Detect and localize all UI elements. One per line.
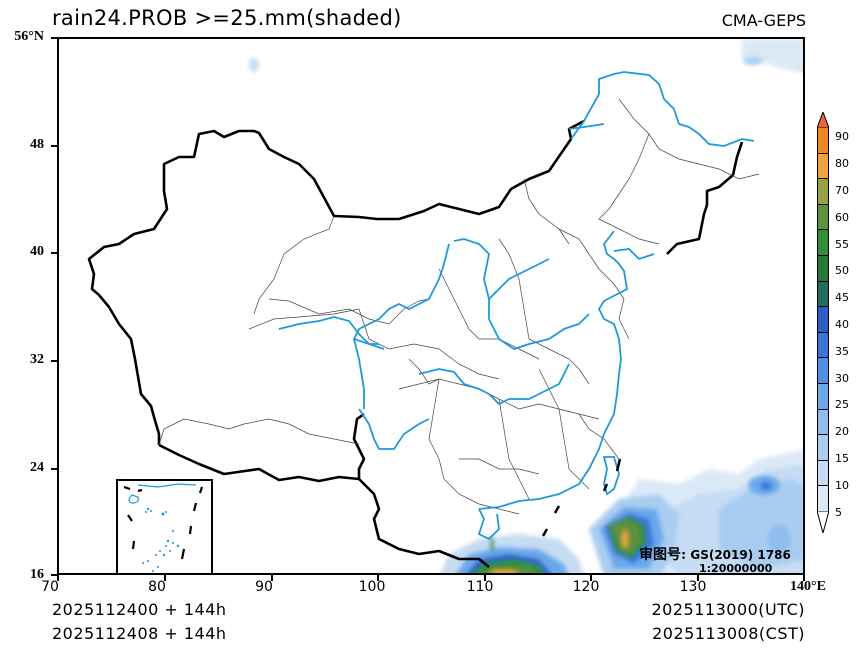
- colorbar-label: 40: [835, 318, 849, 331]
- colorbar-segment: [817, 178, 829, 205]
- model-source-label: CMA-GEPS: [721, 11, 806, 30]
- colorbar-segment: [817, 229, 829, 256]
- colorbar-segment: [817, 331, 829, 359]
- init-time-utc: 2025112400 + 144h: [52, 600, 227, 619]
- colorbar-label: 15: [835, 452, 849, 465]
- colorbar-label: 30: [835, 372, 849, 385]
- colorbar-segment: [817, 306, 829, 333]
- colorbar-label: 5: [835, 506, 842, 519]
- x-tick: [484, 575, 486, 581]
- x-axis-label-90: 90: [255, 579, 273, 595]
- colorbar-segment: [817, 434, 829, 461]
- y-tick: [51, 360, 57, 362]
- x-axis-label-130: 130: [679, 579, 707, 595]
- x-axis-label-110: 110: [466, 579, 494, 595]
- colorbar-segment: [817, 408, 829, 436]
- colorbar-label: 60: [835, 211, 849, 224]
- colorbar-label: 55: [835, 238, 849, 251]
- x-tick: [697, 575, 699, 581]
- colorbar-segment: [817, 485, 829, 512]
- y-axis-label-48: 48: [30, 137, 44, 152]
- x-tick: [57, 575, 59, 581]
- y-axis-label-32: 32: [30, 352, 44, 367]
- colorbar-label: 20: [835, 425, 849, 438]
- colorbar-segment: [817, 280, 829, 308]
- y-tick: [51, 468, 57, 470]
- colorbar-segment: [817, 152, 829, 180]
- y-tick: [51, 37, 57, 39]
- colorbar-segment: [817, 203, 829, 231]
- dash-line-marks: [541, 458, 622, 537]
- y-tick: [51, 252, 57, 254]
- map-scale-label: 1:20000000: [699, 562, 773, 575]
- x-tick: [803, 575, 805, 581]
- map-plot-area: 1:40000000 审图号: GS(2019) 1786 1:20000000: [57, 37, 805, 575]
- x-axis-label-80: 80: [148, 579, 166, 595]
- colorbar: [817, 112, 829, 533]
- y-axis-label-40: 40: [30, 244, 44, 259]
- y-axis-label-56: 56°N: [14, 29, 44, 44]
- review-label: 审图号:: [639, 547, 687, 563]
- x-tick: [271, 575, 273, 581]
- province-borders: [158, 98, 760, 515]
- colorbar-label: 25: [835, 398, 849, 411]
- inset-map: [123, 483, 204, 572]
- map-canvas: [87, 39, 803, 573]
- x-tick: [164, 575, 166, 581]
- colorbar-bottom-arrow: [817, 510, 829, 533]
- colorbar-label: 10: [835, 479, 849, 492]
- chart-title: rain24.PROB >=25.mm(shaded): [52, 6, 402, 30]
- precip-shading: [249, 39, 803, 573]
- colorbar-label: 80: [835, 157, 849, 170]
- x-tick: [590, 575, 592, 581]
- colorbar-segment: [817, 357, 829, 384]
- national-border: [87, 119, 744, 569]
- colorbar-label: 50: [835, 264, 849, 277]
- colorbar-segment: [817, 127, 829, 154]
- south-china-sea-inset: 1:40000000: [116, 479, 213, 573]
- x-axis-label-120: 120: [572, 579, 600, 595]
- colorbar-label: 70: [835, 184, 849, 197]
- valid-time-cst: 2025113008(CST): [652, 624, 805, 643]
- colorbar-label: 45: [835, 291, 849, 304]
- colorbar-label: 35: [835, 345, 849, 358]
- review-number: GS(2019) 1786: [690, 548, 791, 562]
- colorbar-top-arrow: [817, 112, 829, 128]
- init-time-cst: 2025112408 + 144h: [52, 624, 227, 643]
- y-axis-label-16: 16: [30, 567, 44, 582]
- valid-time-utc: 2025113000(UTC): [651, 600, 805, 619]
- colorbar-segment: [817, 459, 829, 487]
- y-tick: [51, 574, 57, 576]
- y-axis-label-24: 24: [30, 460, 44, 475]
- colorbar-segment: [817, 382, 829, 410]
- colorbar-segment: [817, 254, 829, 282]
- x-tick: [377, 575, 379, 581]
- x-axis-label-140: 140°E: [790, 579, 826, 594]
- y-tick: [51, 145, 57, 147]
- map-review-number: 审图号: GS(2019) 1786: [639, 544, 791, 564]
- x-axis-label-70: 70: [41, 579, 59, 595]
- coastline-rivers: [278, 71, 755, 541]
- x-axis-label-100: 100: [358, 579, 386, 595]
- colorbar-label: 90: [835, 130, 849, 143]
